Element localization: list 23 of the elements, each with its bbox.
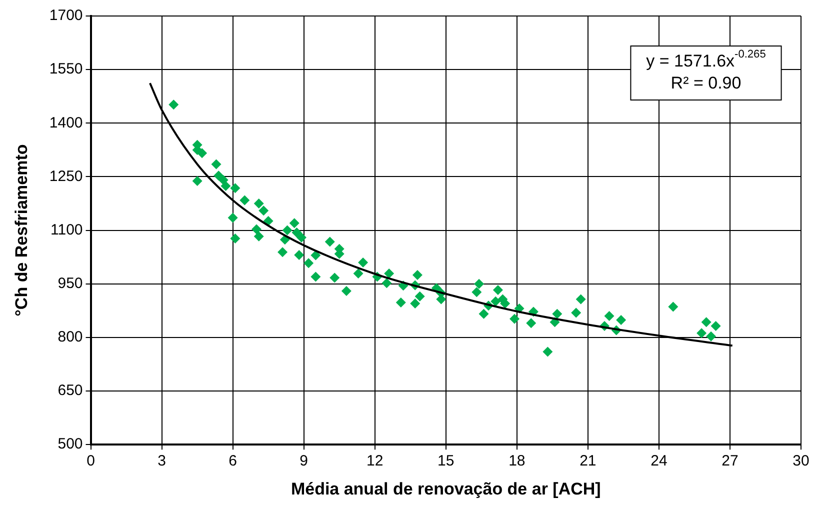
y-tick-label: 1400 (49, 114, 83, 132)
x-tick-label: 12 (366, 452, 384, 470)
x-tick-label: 30 (792, 452, 810, 470)
y-tick-label: 1550 (49, 60, 83, 78)
y-tick-label: 800 (58, 328, 83, 346)
y-tick-label: 650 (58, 382, 83, 400)
y-tick-label: 950 (58, 275, 83, 292)
y-axis-title: °Ch de Resfriamemto (12, 144, 31, 316)
x-tick-label: 18 (508, 452, 526, 470)
x-tick-label: 3 (158, 452, 166, 470)
y-tick-label: 1100 (50, 221, 83, 238)
x-tick-label: 9 (300, 452, 308, 470)
x-tick-label: 0 (86, 452, 95, 470)
annotation: R² = 0.90 (670, 74, 742, 93)
x-tick-label: 15 (438, 452, 454, 470)
y-tick-label: 1700 (49, 7, 83, 24)
x-tick-label: 21 (580, 452, 596, 470)
x-tick-label: 27 (722, 452, 738, 470)
y-tick-label: 1250 (49, 168, 83, 185)
y-tick-label: 500 (58, 436, 83, 453)
x-tick-label: 6 (228, 452, 237, 470)
x-tick-label: 24 (650, 452, 668, 470)
x-axis-title: Média anual de renovação de ar [ACH] (290, 479, 601, 498)
